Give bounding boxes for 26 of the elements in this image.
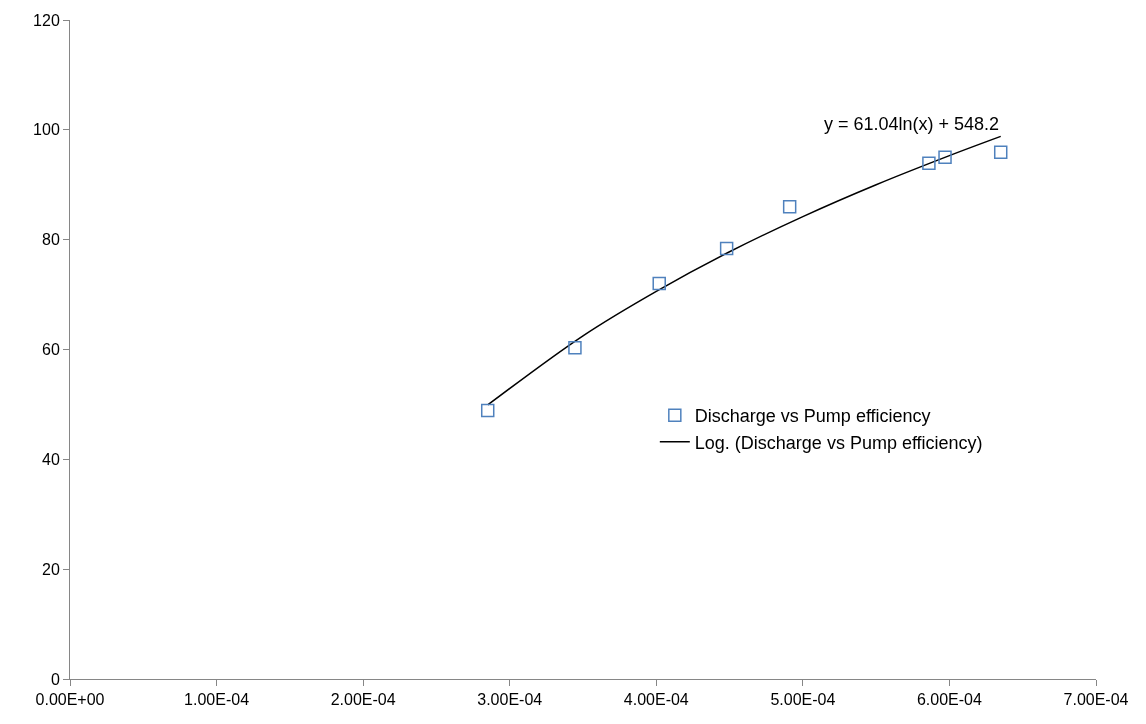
y-tick-label: 20 — [42, 560, 60, 578]
x-tick-label: 4.00E-04 — [623, 691, 689, 709]
point — [480, 403, 495, 418]
point — [938, 150, 952, 165]
point — [782, 199, 797, 214]
y-tick-label: 80 — [42, 231, 60, 249]
x-tick-label: 3.00E-04 — [477, 691, 543, 709]
y-tick-label: 40 — [42, 450, 60, 468]
point — [922, 156, 936, 171]
point — [652, 276, 666, 291]
point — [993, 145, 1008, 160]
x-tick-label: 5.00E-04 — [770, 691, 836, 709]
y-tick-label: 100 — [33, 121, 60, 139]
x-tick-label: 0.00E+00 — [35, 691, 105, 709]
y-tick-label: 120 — [33, 11, 60, 29]
x-tick-label: 6.00E-04 — [916, 691, 982, 709]
x-tick-label: 2.00E-04 — [330, 691, 396, 709]
x-tick-label: 1.00E-04 — [184, 691, 250, 709]
legend-label: Discharge vs Pump efficiency — [694, 406, 931, 427]
x-tick-label: 7.00E-04 — [1063, 691, 1129, 709]
legend-label: Log. (Discharge vs Pump efficiency) — [694, 432, 983, 453]
y-tick-label: 60 — [42, 341, 60, 359]
point — [568, 341, 582, 355]
annotation: y = 61.04ln(x) + 548.2 — [824, 114, 1000, 134]
y-tick-label: 0 — [50, 670, 60, 688]
point — [719, 241, 734, 256]
